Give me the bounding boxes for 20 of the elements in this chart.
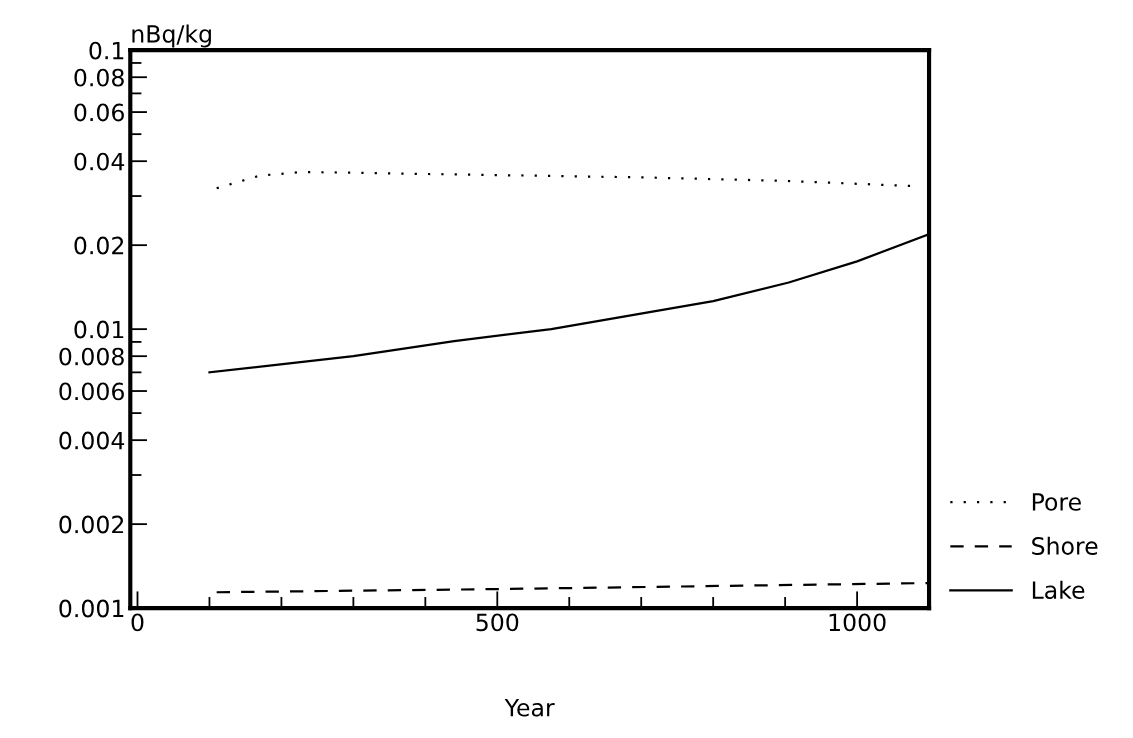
y-axis-title: nBq/kg <box>132 24 211 48</box>
legend-label: Lake <box>1032 580 1085 600</box>
legend-label: Shore <box>1032 536 1098 555</box>
line-series <box>215 170 913 190</box>
y-tick-label: 0.001 <box>59 599 124 618</box>
y-tick-label: 0.06 <box>74 103 124 122</box>
y-tick-label: 0.002 <box>59 515 124 534</box>
y-tick-label: 0.1 <box>89 41 124 60</box>
y-tick-label: 0.006 <box>59 382 124 401</box>
y-tick-label: 0.004 <box>59 431 125 450</box>
y-tick-label: 0.08 <box>74 68 124 87</box>
y-tick-label: 0.02 <box>74 236 124 255</box>
y-tick-label: 0.04 <box>74 152 125 171</box>
y-tick-label: 0.01 <box>74 320 124 339</box>
y-tick-label: 0.008 <box>59 347 124 366</box>
x-axis-title: Year <box>504 699 555 717</box>
x-tick-label: 0 <box>131 613 144 632</box>
x-tick-label: 500 <box>476 613 519 632</box>
legend-label: Pore <box>1032 493 1081 511</box>
x-tick-label: 1000 <box>829 613 886 632</box>
